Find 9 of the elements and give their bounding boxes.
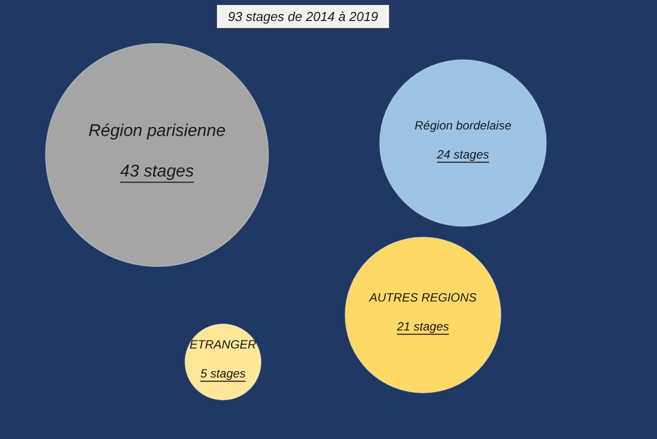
category-label: Région parisienne xyxy=(88,120,226,140)
category-label: Région bordelaise xyxy=(414,118,512,133)
category-label: ETRANGER xyxy=(190,338,257,352)
data-label: 21 stages xyxy=(396,319,450,334)
text: 93 stages de 2014 à 2019 xyxy=(216,4,390,29)
category-label: AUTRES REGIONS xyxy=(368,290,477,305)
data-label: 24 stages xyxy=(436,147,490,162)
data-label: 5 stages xyxy=(200,366,246,380)
data-label: 43 stages xyxy=(120,162,194,181)
